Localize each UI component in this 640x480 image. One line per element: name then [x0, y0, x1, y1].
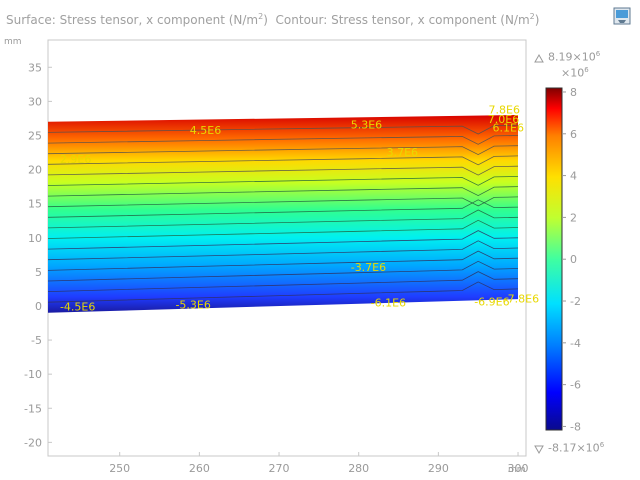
contour-label: 3.7E6 — [387, 146, 418, 159]
contour-lines — [47, 124, 519, 303]
contour-line — [47, 176, 519, 186]
contour-label: -4.5E6 — [60, 301, 95, 314]
surface-title-suffix: ) — [263, 13, 268, 27]
colorbar-tick-label: 6 — [570, 128, 577, 141]
contour-line — [47, 165, 519, 176]
y-tick-label: 15 — [28, 198, 42, 211]
contour-label: 7.8E6 — [489, 104, 520, 117]
contour-line — [47, 135, 519, 145]
colorbar-min-label: -8.17×106 — [548, 441, 604, 455]
colorbar-scale-value: ×10 — [561, 66, 585, 80]
contour-label: 5.3E6 — [351, 119, 382, 132]
x-tick-label: 250 — [109, 462, 130, 475]
contour-line — [47, 124, 519, 135]
x-unit-label: mm — [508, 465, 526, 475]
contour-label: 4.5E6 — [190, 124, 221, 137]
contour-line — [47, 281, 519, 303]
toolbar-icon[interactable] — [610, 4, 634, 28]
colorbar-min-value: -8.17×10 — [548, 441, 600, 455]
y-unit-label: mm — [4, 37, 22, 47]
contour-line — [47, 155, 519, 166]
colorbar-tick-label: 2 — [570, 211, 577, 224]
colorbar — [545, 87, 563, 431]
plot-title: Surface: Stress tensor, x component (N/m… — [6, 12, 539, 27]
colorbar-max-exponent: 6 — [595, 50, 601, 58]
contour-line — [47, 145, 519, 156]
tick-group: 250 260 270 280 290 300mm35302520151050-5-10-… — [4, 37, 529, 475]
contour-label: 7.0E6 — [488, 113, 519, 126]
contour-line — [47, 230, 519, 250]
max-triangle-icon — [534, 53, 544, 63]
colorbar-scale-label: ×106 — [561, 66, 589, 80]
contour-label: -6.1E6 — [371, 297, 406, 310]
colorbar-ticks: 8 6 4 2 0 -2 -4 -6 -8 — [562, 86, 581, 433]
colorbar-max-value: 8.19×10 — [548, 50, 596, 64]
colorbar-tick-label: -4 — [570, 337, 581, 350]
surface-title-exponent: 2 — [258, 12, 264, 21]
colorbar-tick-label: 8 — [570, 86, 577, 99]
contour-line — [47, 199, 519, 218]
y-tick-label: 35 — [28, 61, 42, 74]
contour-line — [47, 186, 519, 197]
contour-title-suffix: ) — [534, 13, 540, 27]
y-tick-label: 5 — [35, 266, 42, 279]
x-tick-label: 270 — [269, 462, 290, 475]
contour-line — [47, 209, 519, 229]
contour-label: -5.3E6 — [175, 299, 210, 312]
colorbar-tick-label: 0 — [570, 253, 577, 266]
colorbar-tick-label: -8 — [570, 420, 581, 433]
contour-line — [47, 219, 519, 239]
colorbar-tick-label: 4 — [570, 170, 577, 183]
contour-label: -3.7E6 — [351, 261, 386, 274]
colorbar-tick-label: -2 — [570, 295, 581, 308]
contour-title-exponent: 2 — [529, 12, 535, 21]
contour-line — [47, 240, 519, 261]
colorbar-max-label: 8.19×106 — [548, 50, 600, 64]
x-tick-label: 300 — [508, 462, 529, 475]
x-tick-label: 260 — [189, 462, 210, 475]
min-triangle-icon — [534, 445, 544, 455]
colorbar-tick-label: -6 — [570, 379, 581, 392]
stress-surface — [48, 115, 518, 313]
contour-line — [47, 260, 519, 282]
colorbar-scale-exponent: 6 — [584, 66, 589, 74]
y-tick-label: 30 — [28, 95, 42, 108]
contour-label: 6.1E6 — [493, 121, 524, 134]
y-tick-label: -15 — [24, 402, 42, 415]
contour-line — [47, 271, 519, 292]
y-tick-label: 10 — [28, 232, 42, 245]
y-tick-label: -5 — [31, 334, 42, 347]
contour-label: -6.9E6 — [474, 295, 509, 308]
y-tick-label: 20 — [28, 164, 42, 177]
contour-line — [47, 196, 519, 208]
surface-title: Surface: Stress tensor, x component (N/m — [6, 13, 259, 27]
contour-title: Contour: Stress tensor, x component (N/m — [275, 13, 530, 27]
x-tick-label: 290 — [428, 462, 449, 475]
y-tick-label: -10 — [24, 368, 42, 381]
y-tick-label: 0 — [35, 300, 42, 313]
contour-label: 2.9E6 — [60, 153, 91, 166]
y-tick-label: 25 — [28, 129, 42, 142]
colorbar-min-exponent: 6 — [599, 441, 605, 449]
contour-line — [47, 250, 519, 271]
y-tick-label: -20 — [24, 436, 42, 449]
x-tick-label: 280 — [348, 462, 369, 475]
contour-label: -7.8E6 — [504, 293, 539, 306]
